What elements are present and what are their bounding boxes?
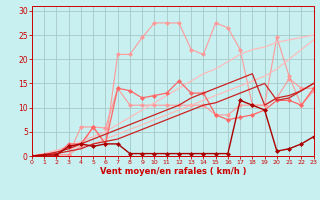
X-axis label: Vent moyen/en rafales ( km/h ): Vent moyen/en rafales ( km/h ) xyxy=(100,167,246,176)
